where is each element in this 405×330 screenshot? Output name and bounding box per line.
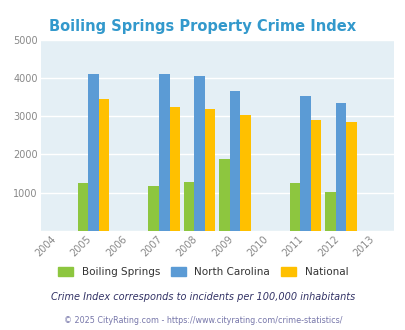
Bar [169,107,180,231]
Bar [88,74,99,231]
Bar [345,121,356,231]
Bar [158,74,169,231]
Bar [194,76,205,231]
Bar [183,182,194,231]
Bar [205,109,215,231]
Bar [299,96,310,231]
Bar [310,120,321,231]
Text: Boiling Springs Property Crime Index: Boiling Springs Property Crime Index [49,19,356,34]
Bar [324,192,335,231]
Text: Crime Index corresponds to incidents per 100,000 inhabitants: Crime Index corresponds to incidents per… [51,292,354,302]
Bar [335,103,345,231]
Bar [99,99,109,231]
Bar [229,91,240,231]
Bar [289,183,299,231]
Bar [240,115,250,231]
Legend: Boiling Springs, North Carolina, National: Boiling Springs, North Carolina, Nationa… [53,263,352,281]
Bar [218,159,229,231]
Bar [148,186,158,231]
Bar [77,183,88,231]
Text: © 2025 CityRating.com - https://www.cityrating.com/crime-statistics/: © 2025 CityRating.com - https://www.city… [64,315,341,325]
